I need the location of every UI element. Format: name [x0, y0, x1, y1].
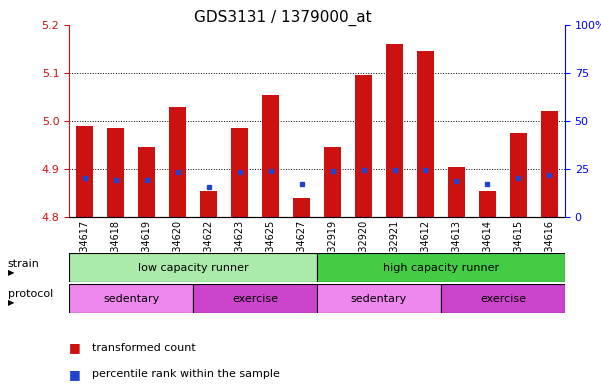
Text: protocol: protocol: [8, 289, 53, 299]
Text: exercise: exercise: [232, 293, 278, 304]
Bar: [417, 51, 434, 217]
Bar: [193, 284, 317, 313]
Bar: [262, 94, 279, 217]
Bar: [231, 128, 248, 217]
Text: sedentary: sedentary: [351, 293, 407, 304]
Bar: [355, 75, 372, 217]
Text: ■: ■: [69, 368, 81, 381]
Bar: [479, 190, 496, 217]
Bar: [69, 253, 317, 282]
Bar: [441, 284, 565, 313]
Bar: [76, 126, 93, 217]
Bar: [169, 107, 186, 217]
Text: sedentary: sedentary: [103, 293, 159, 304]
Text: GDS3131 / 1379000_at: GDS3131 / 1379000_at: [194, 10, 371, 26]
Bar: [107, 128, 124, 217]
Bar: [317, 284, 441, 313]
Text: high capacity runner: high capacity runner: [383, 263, 499, 273]
Text: strain: strain: [8, 258, 40, 268]
Text: ▶: ▶: [8, 298, 14, 307]
Text: ▶: ▶: [8, 268, 14, 276]
Bar: [448, 167, 465, 217]
Bar: [510, 133, 527, 217]
Text: percentile rank within the sample: percentile rank within the sample: [92, 369, 280, 379]
Bar: [69, 284, 193, 313]
Text: ■: ■: [69, 341, 81, 354]
Text: low capacity runner: low capacity runner: [138, 263, 248, 273]
Bar: [324, 147, 341, 217]
Bar: [541, 111, 558, 217]
Bar: [200, 190, 217, 217]
Bar: [138, 147, 155, 217]
Bar: [386, 44, 403, 217]
Bar: [293, 198, 310, 217]
Text: transformed count: transformed count: [92, 343, 196, 353]
Text: exercise: exercise: [480, 293, 526, 304]
Bar: [317, 253, 565, 282]
